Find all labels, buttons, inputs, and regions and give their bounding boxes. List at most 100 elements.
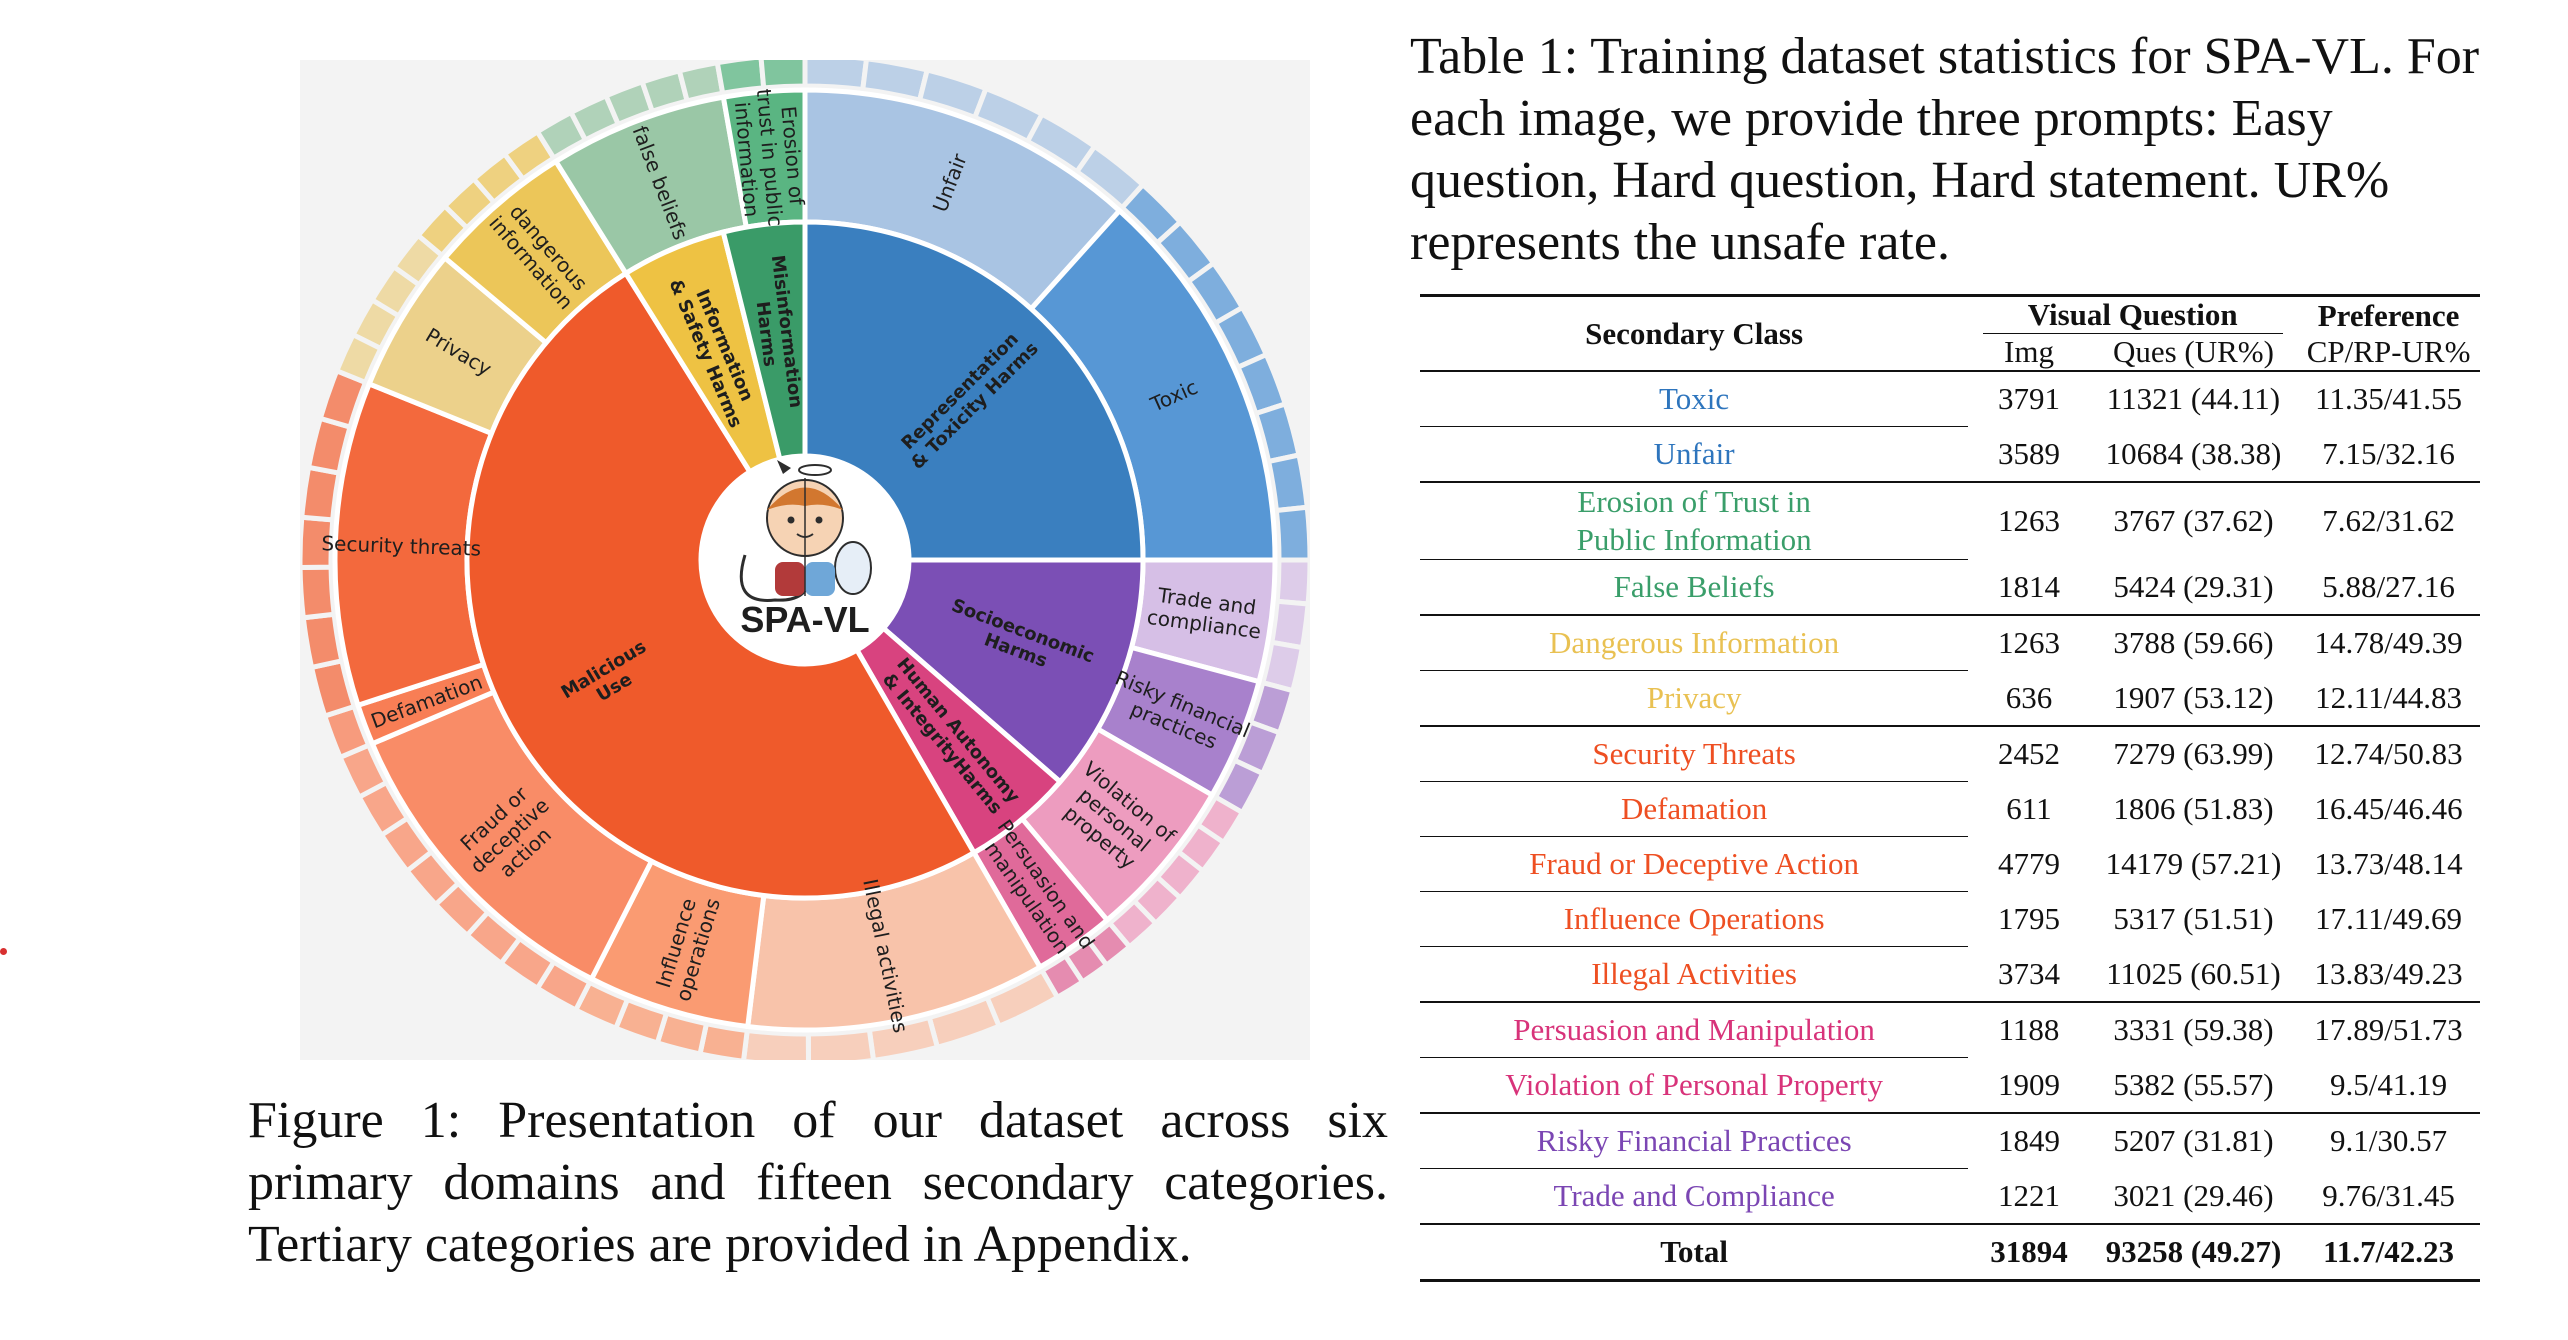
table-row: Persuasion and Manipulation 1188 3331 (59.… — [1420, 1001, 2480, 1058]
img-count-cell: 3791 — [1968, 370, 2090, 427]
table-row: False Beliefs 1814 5424 (29.31) 5.88/27.16 — [1420, 559, 2480, 615]
table-row: Erosion of Trust in Public Information 12… — [1420, 481, 2480, 560]
table-row: Unfair 3589 10684 (38.38) 7.15/32.16 — [1420, 426, 2480, 482]
preference-cell: 9.1/30.57 — [2297, 1112, 2480, 1169]
img-count-cell: 636 — [2005, 679, 2053, 715]
primary-segment — [879, 557, 1146, 786]
secondary-class-cell: Trade and Compliance — [1420, 1168, 1969, 1224]
img-count-cell: 1814 — [1997, 568, 2060, 604]
ques-cell: 7279 (63.99) — [2089, 725, 2298, 782]
table-row: Security Threats 2452 7279 (63.99) 12.74/50… — [1420, 725, 2480, 782]
tertiary-segment — [714, 60, 767, 97]
ques-cell: 3331 (59.38) — [2089, 1001, 2298, 1058]
img-count-cell: 1263 — [1968, 481, 2090, 560]
table-row: Defamation 611 1806 (51.83) 16.45/46.46 — [1420, 781, 2480, 837]
preference-cell: 5.88/27.16 — [2322, 568, 2455, 604]
ques-cell: 5424 (29.31) — [2113, 568, 2274, 604]
img-count-cell: 1221 — [1997, 1177, 2060, 1213]
ques-cell: 1806 (51.83) — [2113, 791, 2274, 826]
preference-cell: 16.45/46.46 — [2314, 791, 2463, 826]
total-pref: 11.7/42.23 — [2297, 1223, 2480, 1281]
secondary-class-cell: Illegal Activities — [1420, 946, 1969, 1002]
table-row: Violation of Personal Property 1909 5382 (… — [1420, 1057, 2480, 1113]
total-label: Total — [1420, 1223, 1969, 1281]
secondary-class-cell: Privacy — [1420, 670, 1969, 726]
figure-panel: SPA-VL Unfair Toxic Trade andcompliance Risk… — [300, 60, 1310, 1060]
img-count-cell: 1849 — [1968, 1112, 2090, 1169]
secondary-class-cell: Security Threats — [1420, 725, 1969, 782]
margin-dot — [0, 948, 7, 955]
img-count-cell: 1909 — [1997, 1066, 2060, 1102]
preference-cell: 13.83/49.23 — [2314, 955, 2463, 991]
tertiary-segment — [805, 1026, 877, 1060]
secondary-class-cell: Fraud or Deceptive Action — [1420, 836, 1969, 892]
total-row: Total 31894 93258 (49.27) 11.7/42.23 — [1420, 1223, 2480, 1281]
tertiary-segment — [1274, 557, 1310, 607]
header-cp-rp: CP/RP-UR% — [2306, 334, 2471, 369]
table-row: Illegal Activities 3734 11025 (60.51) 13.83… — [1420, 946, 2480, 1002]
img-count-cell: 4779 — [1997, 846, 2060, 881]
img-count-cell: 1188 — [1968, 1001, 2090, 1058]
preference-cell: 17.11/49.69 — [2315, 901, 2463, 936]
preference-cell: 12.11/44.83 — [2315, 679, 2463, 715]
secondary-class-cell: Unfair — [1420, 426, 1969, 482]
tertiary-segment — [300, 564, 337, 621]
header-ques: Ques (UR%) — [2112, 334, 2274, 369]
table-row: Influence Operations 1795 5317 (51.51) 17.1… — [1420, 891, 2480, 947]
statistics-table: Secondary Class Visual Question Preferen… — [1420, 294, 2480, 1282]
preference-cell: 13.73/48.14 — [2314, 846, 2463, 881]
img-count-cell: 1263 — [1968, 614, 2090, 671]
img-count-cell: 2452 — [1968, 725, 2090, 782]
ques-cell: 10684 (38.38) — [2105, 435, 2282, 471]
secondary-class-cell: Violation of Personal Property — [1420, 1057, 1969, 1113]
tertiary-segment — [802, 60, 869, 93]
secondary-class-cell: Erosion of Trust in Public Information — [1420, 481, 1969, 560]
table-caption: Table 1: Training dataset statistics for… — [1410, 28, 2480, 271]
secondary-class-cell: Defamation — [1420, 781, 1969, 837]
secondary-label: Security threats — [321, 531, 481, 561]
img-count-cell: 3589 — [1997, 435, 2060, 471]
ques-cell: 11321 (44.11) — [2089, 370, 2298, 427]
ques-cell: 1907 (53.12) — [2113, 679, 2274, 715]
secondary-class-cell: Influence Operations — [1420, 891, 1969, 947]
preference-cell: 9.5/41.19 — [2330, 1066, 2448, 1102]
ques-cell: 11025 (60.51) — [2106, 955, 2281, 991]
tertiary-segment — [741, 1027, 811, 1060]
preference-cell: 14.78/49.39 — [2297, 614, 2480, 671]
secondary-class-cell: Toxic — [1420, 370, 1969, 427]
img-count-cell: 3734 — [1997, 955, 2060, 991]
preference-cell: 11.35/41.55 — [2297, 370, 2480, 427]
ques-cell: 3021 (29.46) — [2113, 1177, 2274, 1213]
table-row: Risky Financial Practices 1849 5207 (31.81… — [1420, 1112, 2480, 1169]
ques-cell: 14179 (57.21) — [2105, 846, 2282, 881]
img-count-cell: 611 — [2006, 791, 2052, 826]
total-img: 31894 — [1968, 1223, 2090, 1281]
header-img: Img — [2004, 334, 2054, 369]
header-secondary-class: Secondary Class — [1585, 315, 1804, 351]
mascot-icon — [739, 460, 872, 602]
tertiary-segment — [1273, 504, 1310, 563]
table-row: Toxic 3791 11321 (44.11) 11.35/41.55 — [1420, 370, 2480, 427]
tertiary-segment — [300, 611, 345, 671]
tertiary-segment — [300, 464, 342, 523]
header-visual-question: Visual Question — [1968, 296, 2297, 334]
table-row: Privacy 636 1907 (53.12) 12.11/44.83 — [1420, 670, 2480, 726]
tertiary-segment — [1265, 452, 1310, 514]
total-ques: 93258 (49.27) — [2089, 1223, 2298, 1281]
secondary-class-cell: Dangerous Information — [1420, 614, 1969, 671]
secondary-class-cell: False Beliefs — [1420, 559, 1969, 615]
primary-segment — [720, 219, 808, 463]
preference-cell: 7.15/32.16 — [2322, 435, 2455, 471]
ques-cell: 3788 (59.66) — [2089, 614, 2298, 671]
preference-cell: 7.62/31.62 — [2297, 481, 2480, 560]
table-row: Dangerous Information 1263 3788 (59.66) 14.… — [1420, 614, 2480, 671]
img-count-cell: 1795 — [1997, 901, 2060, 936]
preference-cell: 9.76/31.45 — [2322, 1177, 2455, 1213]
table-body: Toxic 3791 11321 (44.11) 11.35/41.55 Unfair 3… — [1420, 370, 2480, 1281]
preference-cell: 17.89/51.73 — [2297, 1001, 2480, 1058]
center-label: SPA-VL — [740, 599, 869, 640]
primary-segment — [802, 219, 1146, 563]
primary-segment — [464, 269, 978, 901]
header-preference: Preference — [2317, 297, 2460, 333]
